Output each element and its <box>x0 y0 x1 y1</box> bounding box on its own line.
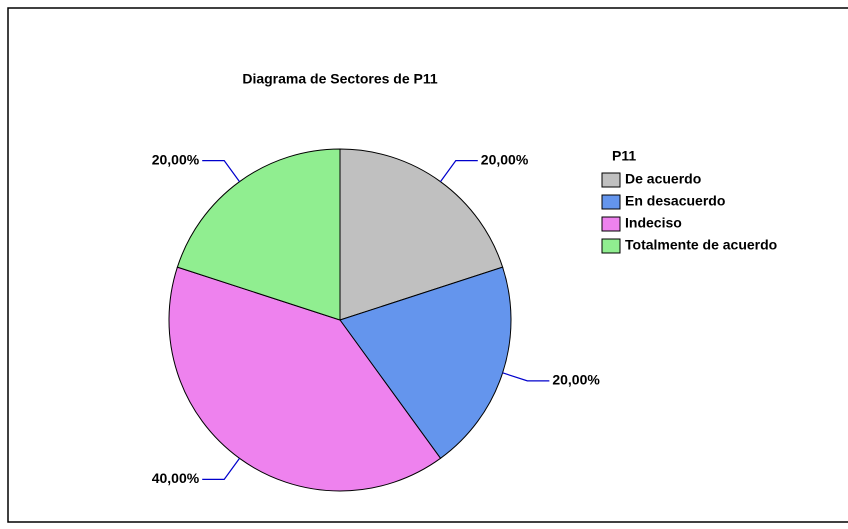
legend-title: P11 <box>612 148 636 164</box>
legend-label: De acuerdo <box>625 171 701 187</box>
legend-swatch <box>601 216 621 232</box>
legend-label: Indeciso <box>625 215 682 231</box>
legend-swatch <box>601 238 621 254</box>
leader-line <box>202 160 240 183</box>
chart-title: Diagrama de Sectores de P11 <box>242 71 438 87</box>
leader-line <box>440 160 478 183</box>
legend-swatch <box>601 194 621 210</box>
data-label: 20,00% <box>481 151 529 167</box>
legend-swatch <box>601 172 621 188</box>
leader-line <box>502 372 550 382</box>
leader-line <box>202 457 240 480</box>
legend-label: Totalmente de acuerdo <box>625 237 777 253</box>
legend-label: En desacuerdo <box>625 193 725 209</box>
data-label: 40,00% <box>152 470 200 486</box>
frame <box>7 7 848 523</box>
data-label: 20,00% <box>152 151 200 167</box>
data-label: 20,00% <box>552 372 600 388</box>
